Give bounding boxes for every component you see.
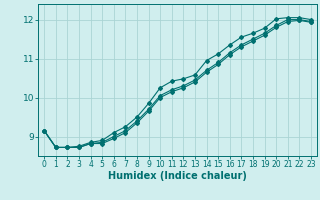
X-axis label: Humidex (Indice chaleur): Humidex (Indice chaleur): [108, 171, 247, 181]
